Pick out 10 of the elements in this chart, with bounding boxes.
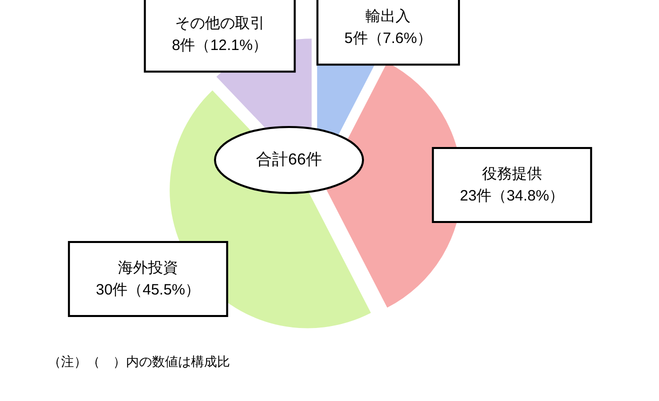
slice-label: 役務提供 [482,166,542,182]
text: （注）（ ）内の数値は構成比 [48,354,230,369]
slice-label: その他の取引 [174,15,265,32]
slice-label: 海外投資 [118,259,178,276]
data-label: 23件（34.8%） [460,188,564,204]
slice-label: 輸出入 [366,8,411,26]
data-label: 8件（12.1%） [172,37,268,54]
text: 合計66件 [256,150,322,168]
data-label: 30件（45.5%） [96,281,200,298]
data-label: 5件（7.6%） [344,30,432,48]
